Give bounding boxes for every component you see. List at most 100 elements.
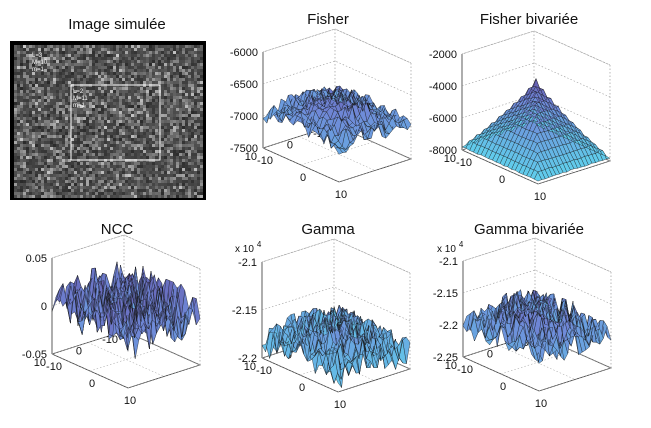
speckle-pixel [59, 141, 62, 144]
speckle-pixel [26, 123, 29, 126]
speckle-pixel [116, 183, 119, 186]
speckle-pixel [20, 168, 23, 171]
speckle-pixel [14, 141, 17, 144]
z-gridline [262, 28, 412, 64]
speckle-pixel [185, 105, 188, 108]
speckle-pixel [26, 153, 29, 156]
speckle-pixel [38, 183, 41, 186]
speckle-pixel [155, 87, 158, 90]
speckle-pixel [146, 66, 149, 69]
speckle-pixel [89, 132, 92, 135]
speckle-pixel [131, 135, 134, 138]
speckle-pixel [146, 63, 149, 66]
speckle-pixel [185, 132, 188, 135]
speckle-pixel [86, 75, 89, 78]
speckle-pixel [83, 99, 86, 102]
speckle-pixel [74, 138, 77, 141]
speckle-pixel [182, 126, 185, 129]
speckle-pixel [122, 111, 125, 114]
speckle-pixel [182, 99, 185, 102]
speckle-pixel [128, 75, 131, 78]
speckle-pixel [173, 57, 176, 60]
speckle-pixel [185, 66, 188, 69]
speckle-pixel [89, 135, 92, 138]
speckle-pixel [167, 192, 170, 195]
speckle-pixel [59, 48, 62, 51]
speckle-pixel [44, 114, 47, 117]
speckle-pixel [53, 135, 56, 138]
speckle-pixel [32, 186, 35, 189]
speckle-pixel [98, 153, 101, 156]
speckle-pixel [167, 156, 170, 159]
speckle-pixel [53, 129, 56, 132]
speckle-pixel [188, 150, 191, 153]
speckle-pixel [179, 90, 182, 93]
speckle-pixel [146, 69, 149, 72]
speckle-pixel [14, 144, 17, 147]
speckle-pixel [62, 129, 65, 132]
speckle-pixel [47, 141, 50, 144]
speckle-pixel [17, 78, 20, 81]
speckle-pixel [122, 195, 125, 198]
speckle-pixel [191, 156, 194, 159]
speckle-pixel [104, 171, 107, 174]
speckle-pixel [107, 120, 110, 123]
speckle-pixel [173, 45, 176, 48]
speckle-pixel [26, 162, 29, 165]
speckle-pixel [92, 57, 95, 60]
speckle-pixel [119, 114, 122, 117]
speckle-pixel [125, 81, 128, 84]
speckle-pixel [71, 195, 74, 198]
speckle-pixel [50, 174, 53, 177]
speckle-pixel [50, 75, 53, 78]
speckle-pixel [161, 54, 164, 57]
speckle-pixel [104, 192, 107, 195]
speckle-pixel [164, 114, 167, 117]
speckle-pixel [20, 81, 23, 84]
speckle-pixel [59, 66, 62, 69]
speckle-pixel [155, 162, 158, 165]
speckle-pixel [53, 171, 56, 174]
speckle-pixel [152, 129, 155, 132]
speckle-pixel [119, 57, 122, 60]
speckle-pixel [86, 63, 89, 66]
speckle-pixel [116, 168, 119, 171]
speckle-pixel [62, 78, 65, 81]
speckle-pixel [107, 69, 110, 72]
speckle-pixel [131, 138, 134, 141]
speckle-pixel [134, 114, 137, 117]
speckle-pixel [143, 48, 146, 51]
speckle-pixel [89, 54, 92, 57]
speckle-pixel [149, 168, 152, 171]
speckle-pixel [44, 99, 47, 102]
speckle-pixel [149, 114, 152, 117]
speckle-pixel [14, 75, 17, 78]
speckle-pixel [20, 72, 23, 75]
speckle-pixel [128, 54, 131, 57]
speckle-pixel [140, 135, 143, 138]
speckle-pixel [32, 114, 35, 117]
speckle-pixel [32, 168, 35, 171]
speckle-pixel [59, 150, 62, 153]
speckle-pixel [86, 141, 89, 144]
speckle-pixel [194, 141, 197, 144]
speckle-pixel [110, 93, 113, 96]
speckle-pixel [50, 99, 53, 102]
speckle-pixel [38, 60, 41, 63]
speckle-pixel [179, 87, 182, 90]
speckle-pixel [89, 78, 92, 81]
speckle-pixel [68, 48, 71, 51]
speckle-pixel [173, 141, 176, 144]
speckle-pixel [122, 177, 125, 180]
speckle-pixel [41, 108, 44, 111]
speckle-pixel [80, 90, 83, 93]
speckle-pixel [134, 87, 137, 90]
speckle-pixel [68, 66, 71, 69]
speckle-pixel [182, 48, 185, 51]
speckle-pixel [155, 48, 158, 51]
speckle-pixel [41, 45, 44, 48]
speckle-pixel [113, 189, 116, 192]
speckle-pixel [110, 174, 113, 177]
speckle-pixel [38, 66, 41, 69]
speckle-pixel [35, 57, 38, 60]
